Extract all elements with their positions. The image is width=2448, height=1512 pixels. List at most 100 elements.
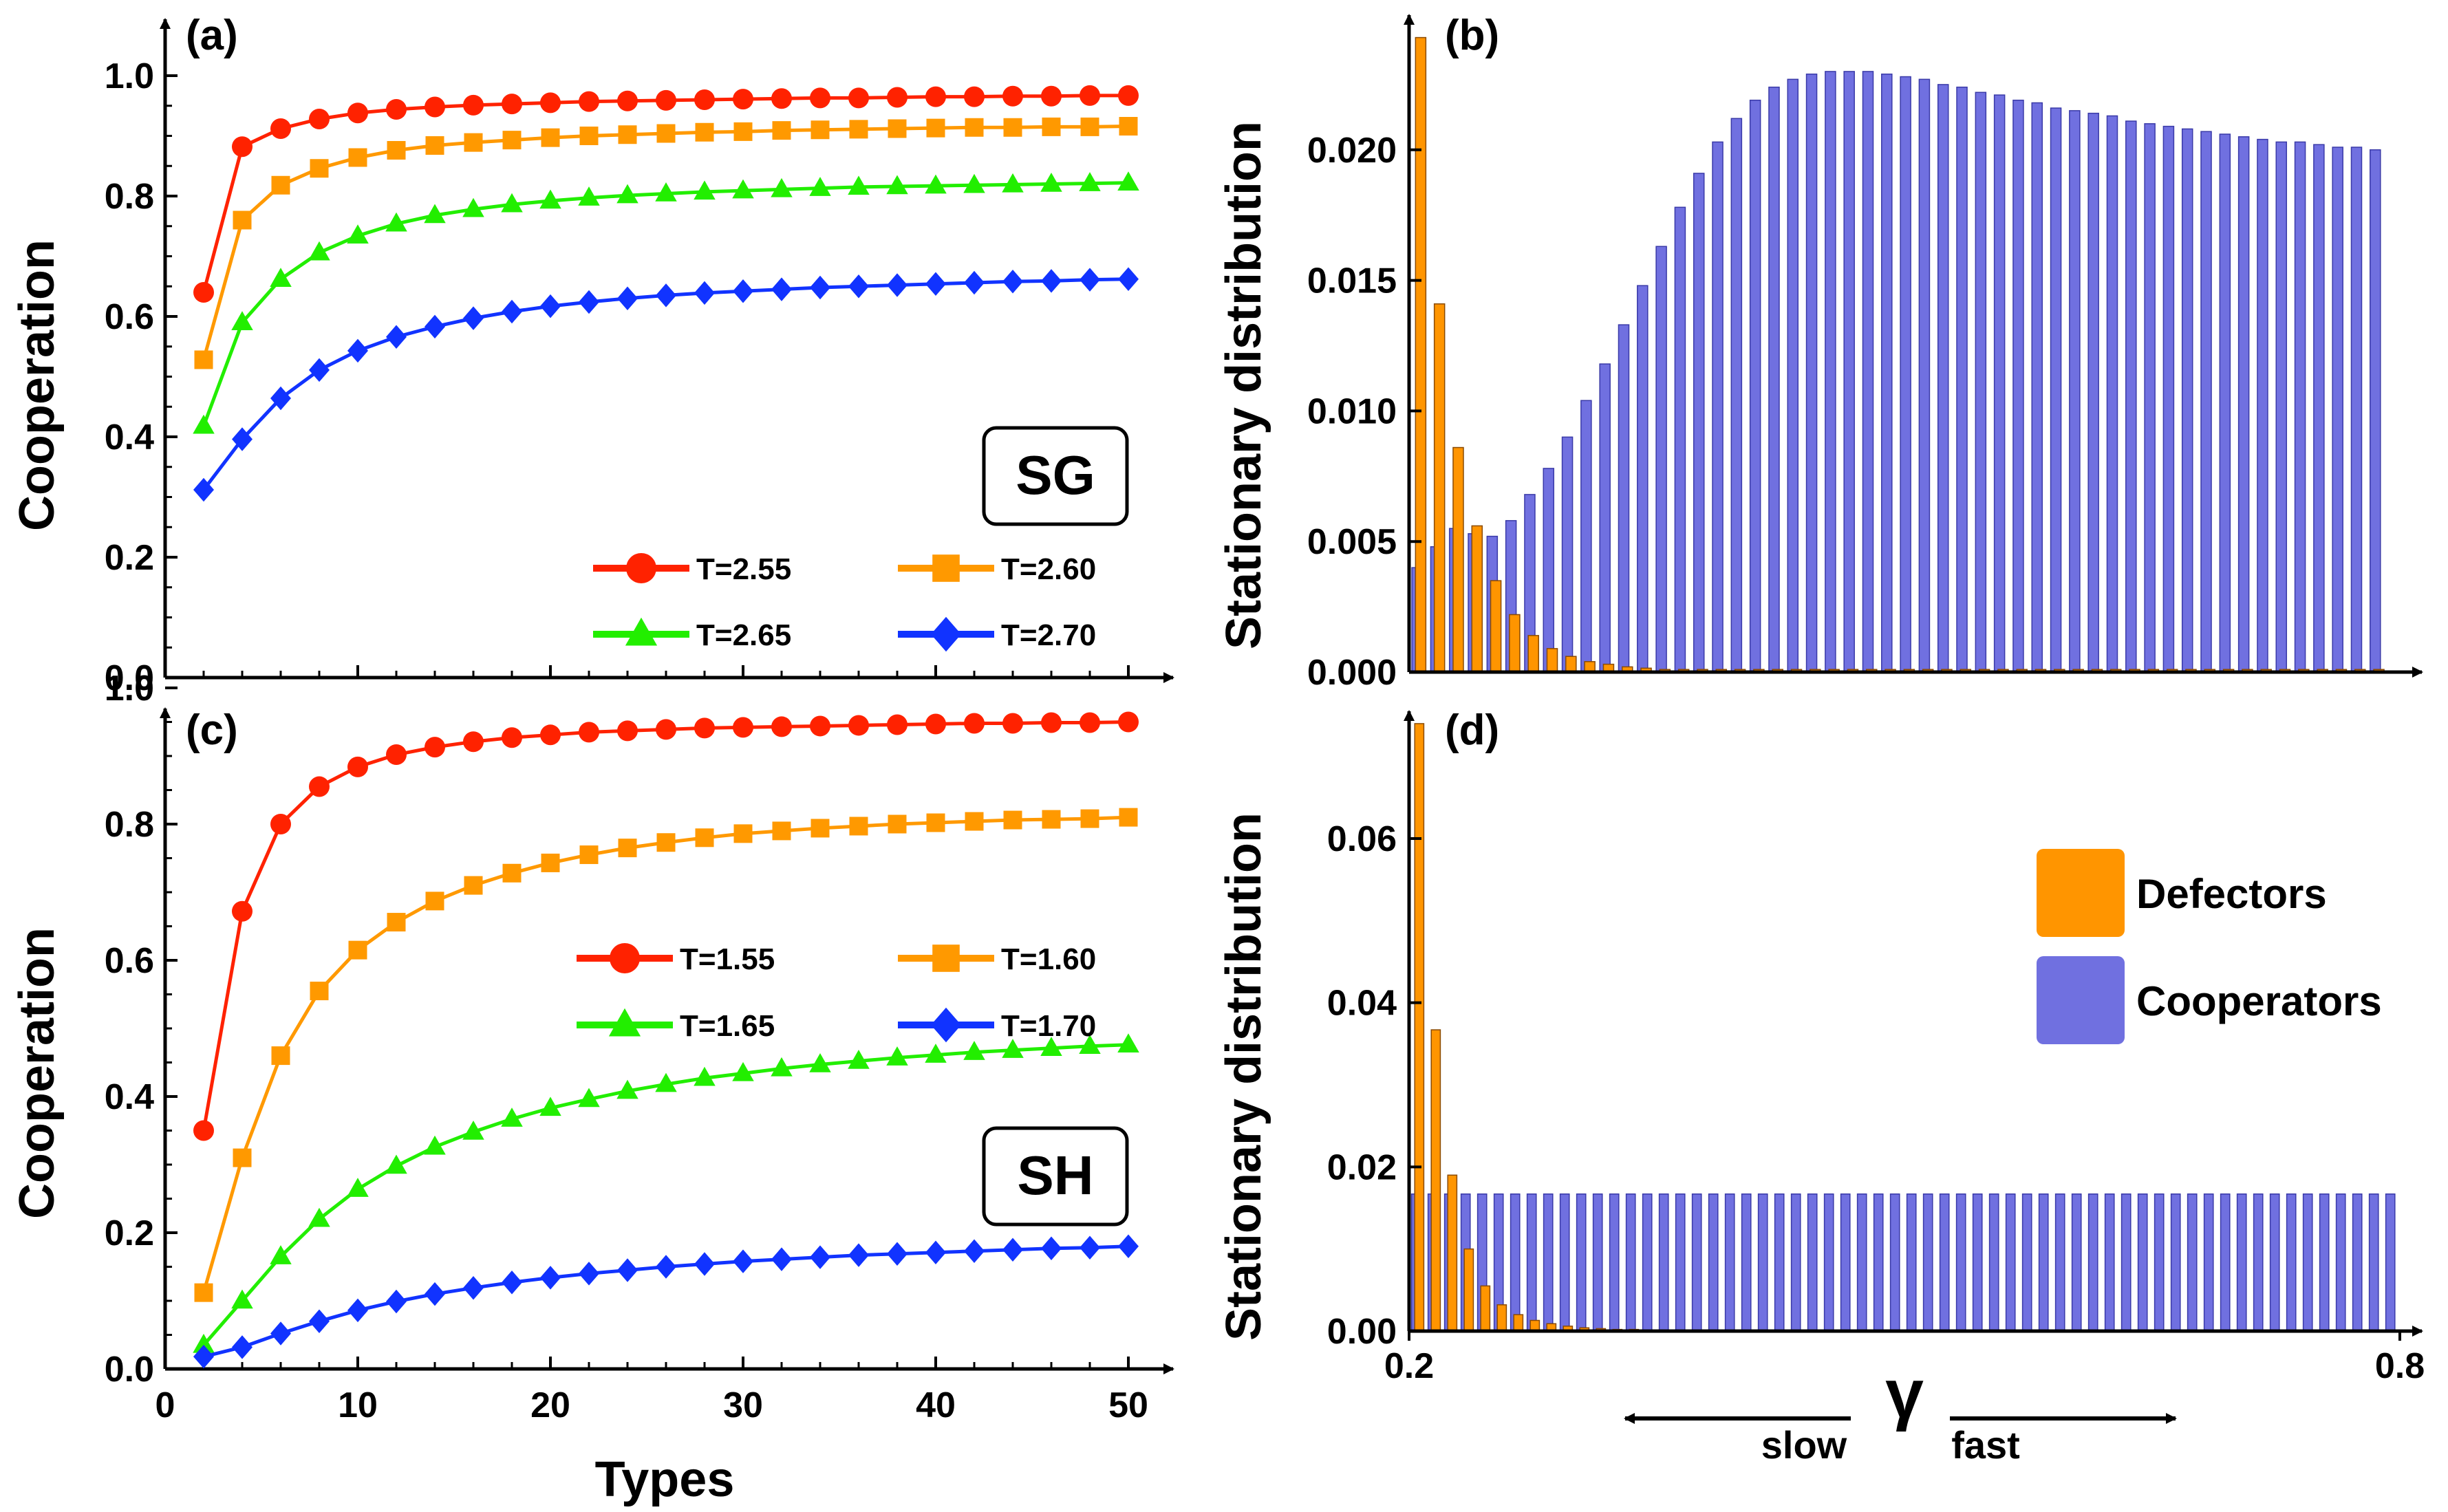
panel-c-point-T=1.60 — [810, 819, 830, 838]
panel-b-cooperators-bar — [2275, 141, 2288, 673]
panel-a-point-T=2.60 — [733, 122, 753, 141]
panel-c-point-T=1.60 — [965, 812, 984, 831]
panel-d-cooperators-bar — [2005, 1193, 2016, 1332]
panel-c-point-T=1.60 — [1003, 810, 1022, 830]
panel-d-defectors-bar — [1480, 1285, 1491, 1332]
panel-d-cooperators-bar — [2087, 1193, 2098, 1332]
panel-b-cooperators-bar — [1618, 324, 1630, 673]
panel-c-point-T=1.55 — [810, 715, 830, 737]
panel-c-xtick-label: 0 — [155, 1385, 175, 1425]
panel-c-point-T=1.55 — [1002, 713, 1023, 734]
panel-b-ytick-label: 0.000 — [1307, 653, 1397, 693]
panel-d-cooperators-bar — [1658, 1193, 1669, 1332]
panel-c-point-T=1.70 — [270, 1321, 291, 1346]
panel-a-point-T=2.65 — [462, 197, 484, 217]
panel-c-point-T=1.65 — [848, 1050, 870, 1069]
panel-b-cooperators-bar — [1881, 73, 1893, 673]
panel-a-point-T=2.55 — [463, 94, 484, 116]
panel-b-cooperators-bar — [2012, 99, 2024, 673]
panel-d-ytick-label: 0.04 — [1327, 984, 1397, 1024]
panel-a-point-T=2.55 — [579, 91, 599, 112]
panel-a-point-T=2.65 — [1079, 172, 1101, 191]
panel-a-legend-label: T=2.55 — [696, 552, 791, 586]
panel-b-cooperators-bar — [1674, 206, 1686, 673]
panel-a-point-T=2.70 — [656, 283, 676, 307]
panel-a-point-T=2.65 — [424, 204, 446, 224]
panel-c-point-T=1.60 — [348, 940, 367, 960]
panel-c-ytick-label: 0.6 — [105, 941, 154, 981]
panel-a-point-T=2.70 — [1002, 270, 1023, 294]
panel-d-cooperators-bar — [1906, 1193, 1917, 1332]
panel-c-point-T=1.60 — [271, 1046, 290, 1066]
panel-a-point-T=2.60 — [772, 121, 791, 140]
panel-a-point-T=2.65 — [963, 173, 985, 193]
panel-c-point-T=1.65 — [963, 1041, 985, 1060]
panel-c-series-line-T=1.55 — [202, 720, 1129, 1131]
panel-b-cooperators-bar — [2162, 125, 2175, 673]
panel-c-legend-marker — [932, 944, 960, 972]
panel-c-point-T=1.70 — [502, 1271, 522, 1295]
panel-a-point-T=2.65 — [616, 184, 638, 204]
panel-a-point-T=2.65 — [347, 224, 369, 244]
panel-a-point-T=2.65 — [886, 175, 908, 195]
panel-c-point-T=1.65 — [462, 1120, 484, 1140]
panel-c-legend-marker — [931, 1007, 961, 1043]
panel-c-point-T=1.55 — [540, 724, 561, 746]
panel-d-cooperators-bar — [1840, 1193, 1851, 1332]
panel-a-point-T=2.70 — [270, 386, 291, 411]
panel-d-cooperators-bar — [1873, 1193, 1884, 1332]
panel-b-cooperators-bar — [2031, 102, 2043, 673]
panel-c-point-T=1.60 — [926, 813, 945, 832]
panel-d-cooperators-bar — [1955, 1193, 1966, 1332]
panel-b-defectors-bar — [1415, 36, 1427, 673]
panel-a-point-T=2.65 — [732, 179, 754, 199]
panel-b-cooperators-bar — [2332, 147, 2343, 673]
panel-c-point-T=1.70 — [425, 1282, 445, 1306]
panel-d-cooperators-bar — [2120, 1193, 2132, 1332]
panel-d-cooperators-bar — [1592, 1193, 1603, 1332]
panel-c-legend-marker — [610, 943, 640, 973]
panel-c-point-T=1.60 — [425, 892, 444, 911]
panel-c-point-T=1.55 — [270, 814, 291, 834]
panel-d-cooperators-bar — [2253, 1193, 2264, 1332]
panel-c-point-T=1.65 — [1002, 1039, 1024, 1058]
panel-a-point-T=2.70 — [232, 427, 253, 451]
panel-c-point-T=1.55 — [1041, 712, 1062, 733]
panel-c-ytick-label: 0.4 — [105, 1077, 154, 1117]
panel-b-defectors-bar — [1490, 580, 1502, 673]
panel-d-cooperators-bar — [1823, 1193, 1834, 1332]
fast-label: fast — [1951, 1423, 2020, 1467]
panel-a-point-T=2.55 — [232, 136, 253, 158]
panel-c-point-T=1.70 — [617, 1258, 638, 1282]
panel-a-point-T=2.60 — [810, 120, 830, 140]
panel-c-point-T=1.70 — [347, 1298, 368, 1323]
panel-a-point-T=2.55 — [656, 89, 676, 111]
panel-c-point-T=1.60 — [618, 839, 637, 858]
panel-b-cooperators-bar — [1825, 71, 1836, 673]
slow-label: slow — [1761, 1423, 1847, 1467]
panel-a-point-T=2.70 — [1041, 269, 1062, 293]
panel-c-point-T=1.55 — [309, 776, 330, 797]
panel-a-point-T=2.60 — [233, 210, 252, 230]
panel-a-point-T=2.60 — [579, 127, 599, 145]
panel-d-defectors-bar — [1447, 1174, 1458, 1332]
panel-d-ylabel: Stationary distribution — [1216, 812, 1271, 1341]
panel-d-cooperators-bar — [1972, 1193, 1983, 1332]
panel-c-point-T=1.70 — [1118, 1234, 1139, 1259]
panel-c-point-T=1.55 — [193, 1120, 214, 1141]
panel-a-point-T=2.60 — [271, 175, 290, 195]
panel-d-cooperators-bar — [1526, 1193, 1537, 1332]
panel-a-legend-marker — [625, 617, 658, 646]
panel-c-point-T=1.65 — [616, 1079, 638, 1099]
panel-b-cooperators-bar — [2200, 131, 2212, 673]
panel-c-legend-label: T=1.65 — [680, 1009, 775, 1043]
panel-d-ytick-label: 0.00 — [1327, 1312, 1397, 1352]
legend-cooperators-label: Cooperators — [2136, 978, 2382, 1024]
panel-d-cooperators-bar — [1510, 1193, 1521, 1332]
panel-c-point-T=1.65 — [886, 1046, 908, 1066]
panel-a-point-T=2.55 — [386, 99, 407, 120]
panel-b-cooperators-bar — [2237, 136, 2250, 673]
panel-c-point-T=1.60 — [541, 853, 560, 872]
panel-d-cooperators-bar — [2038, 1193, 2049, 1332]
panel-a-ylabel: Cooperation — [10, 239, 65, 531]
